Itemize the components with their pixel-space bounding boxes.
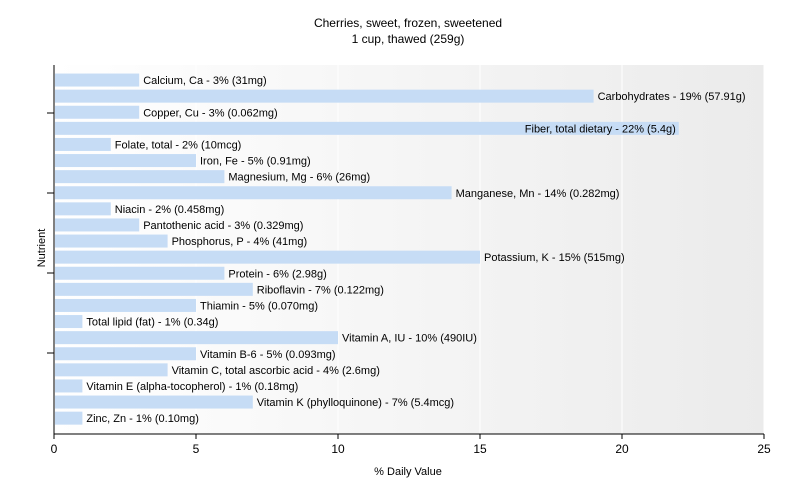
bar: [55, 218, 140, 232]
bar-label: Potassium, K - 15% (515mg): [484, 252, 625, 264]
bar: [55, 282, 253, 296]
bar-label: Pantothenic acid - 3% (0.329mg): [143, 220, 303, 232]
bar-label: Copper, Cu - 3% (0.062mg): [143, 107, 278, 119]
bar-label: Vitamin A, IU - 10% (490IU): [342, 333, 477, 345]
bar: [55, 202, 111, 216]
bar: [55, 121, 679, 135]
bar-label: Manganese, Mn - 14% (0.282mg): [456, 188, 620, 200]
bar-label: Vitamin B-6 - 5% (0.093mg): [200, 349, 336, 361]
bar: [55, 266, 225, 280]
x-tick-label: 10: [331, 442, 345, 456]
bar-label: Magnesium, Mg - 6% (26mg): [228, 172, 370, 184]
bar: [55, 154, 196, 168]
bar-label: Fiber, total dietary - 22% (5.4g): [525, 123, 676, 135]
bar-label: Folate, total - 2% (10mcg): [115, 139, 242, 151]
bar: [55, 137, 111, 151]
bar-label: Calcium, Ca - 3% (31mg): [143, 75, 266, 87]
chart-title-block: Cherries, sweet, frozen, sweetened 1 cup…: [0, 15, 800, 47]
bar: [55, 331, 338, 345]
bar: [55, 395, 253, 409]
x-tick-label: 0: [51, 442, 58, 456]
bar-label: Protein - 6% (2.98g): [228, 268, 326, 280]
bar-label: Vitamin E (alpha-tocopherol) - 1% (0.18m…: [86, 381, 298, 393]
bar-label: Vitamin C, total ascorbic acid - 4% (2.6…: [172, 365, 380, 377]
bar: [55, 363, 168, 377]
plot-area: [54, 65, 764, 434]
bar-label: Phosphorus, P - 4% (41mg): [172, 236, 308, 248]
x-tick-label: 15: [473, 442, 487, 456]
bar-label: Vitamin K (phylloquinone) - 7% (5.4mcg): [257, 397, 454, 409]
bar: [55, 347, 196, 361]
bar: [55, 298, 196, 312]
bar: [55, 315, 83, 329]
bar: [55, 234, 168, 248]
x-tick-label: 5: [193, 442, 200, 456]
bar-labels-group: Calcium, Ca - 3% (31mg) Carbohydrates - 1…: [86, 75, 745, 425]
x-tick-label: 25: [757, 442, 771, 456]
bar: [55, 73, 140, 87]
bar-label: Carbohydrates - 19% (57.91g): [598, 91, 746, 103]
bar: [55, 89, 594, 103]
bar-label: Total lipid (fat) - 1% (0.34g): [86, 317, 218, 329]
bar-label: Zinc, Zn - 1% (0.10mg): [86, 413, 198, 425]
bar-label: Riboflavin - 7% (0.122mg): [257, 284, 384, 296]
bar: [55, 379, 83, 393]
chart-title: Cherries, sweet, frozen, sweetened: [313, 16, 503, 30]
bar-label: Iron, Fe - 5% (0.91mg): [200, 156, 311, 168]
bars-group: [55, 73, 679, 425]
chart-subtitle: 1 cup, thawed (259g): [351, 32, 465, 46]
bar-label: Thiamin - 5% (0.070mg): [200, 300, 318, 312]
x-tick-label: 20: [615, 442, 629, 456]
x-axis-label: % Daily Value: [374, 466, 442, 478]
axes-group: [47, 65, 765, 439]
x-tick-labels: 0 5 10 15 20 25: [51, 442, 771, 456]
bar: [55, 250, 480, 264]
bar-label: Niacin - 2% (0.458mg): [115, 204, 224, 216]
bar: [55, 186, 452, 200]
bar: [55, 105, 140, 119]
bar: [55, 411, 83, 425]
bar: [55, 170, 225, 184]
y-axis-label: Nutrient: [36, 228, 48, 268]
